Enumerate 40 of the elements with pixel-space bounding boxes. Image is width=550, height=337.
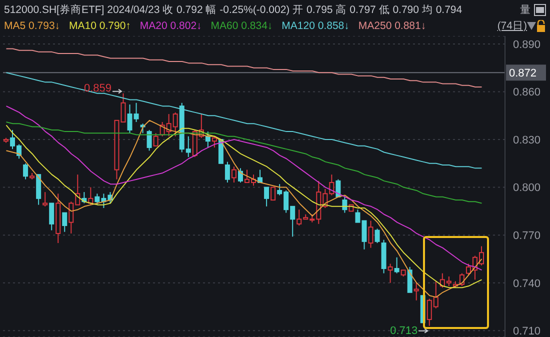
candlestick xyxy=(146,129,152,152)
text: MA10 0.790↑ xyxy=(69,20,131,32)
y-tick-label: 0.860 xyxy=(513,86,541,99)
text: MA60 0.834↓ xyxy=(210,20,273,32)
y-tick-label: 0.710 xyxy=(513,326,541,337)
candlestick xyxy=(394,256,400,274)
ref-line-label: 0.872 xyxy=(509,68,537,80)
candlestick xyxy=(231,166,236,184)
y-tick-label: 0.890 xyxy=(513,38,541,51)
candlestick xyxy=(42,192,48,207)
annotation: 0.859 xyxy=(84,82,112,94)
text: 量 xyxy=(520,2,531,16)
y-tick-label: 0.800 xyxy=(513,182,541,194)
candlestick xyxy=(388,263,393,284)
candlestick xyxy=(264,186,270,207)
candlestick xyxy=(414,282,419,301)
line-series xyxy=(6,122,482,204)
candlestick xyxy=(23,162,28,180)
candlestick xyxy=(224,161,230,184)
annotation: 0.713 xyxy=(390,324,418,337)
text: MA120 0.858↓ xyxy=(282,20,350,32)
y-tick-label: 0.740 xyxy=(513,278,541,290)
candlestick xyxy=(270,186,276,201)
text: MA20 0.802↓ xyxy=(140,20,202,32)
candlestick xyxy=(374,228,380,244)
y-tick-label: 0.830 xyxy=(513,134,541,146)
text: (74日) xyxy=(497,19,527,33)
candlestick xyxy=(36,174,42,206)
text: MA250 0.881↓ xyxy=(358,20,426,32)
candlestick xyxy=(212,136,217,148)
candlestick xyxy=(238,168,243,184)
line-series xyxy=(6,72,482,169)
text: MA5 0.793↓ xyxy=(4,20,60,32)
chart-title: 512000.SH[券商ETF] 2024/04/23 收 0.792 幅 -0.25%(-0.002) 开 0.795 高 0.797 低 0.790 均 0.794 xyxy=(4,2,462,16)
candlestick xyxy=(153,132,158,146)
y-tick-label: 0.770 xyxy=(513,230,541,242)
candlestick xyxy=(49,202,54,231)
candlestick xyxy=(62,212,68,232)
candlestick xyxy=(368,220,374,248)
candlestick xyxy=(407,266,412,293)
